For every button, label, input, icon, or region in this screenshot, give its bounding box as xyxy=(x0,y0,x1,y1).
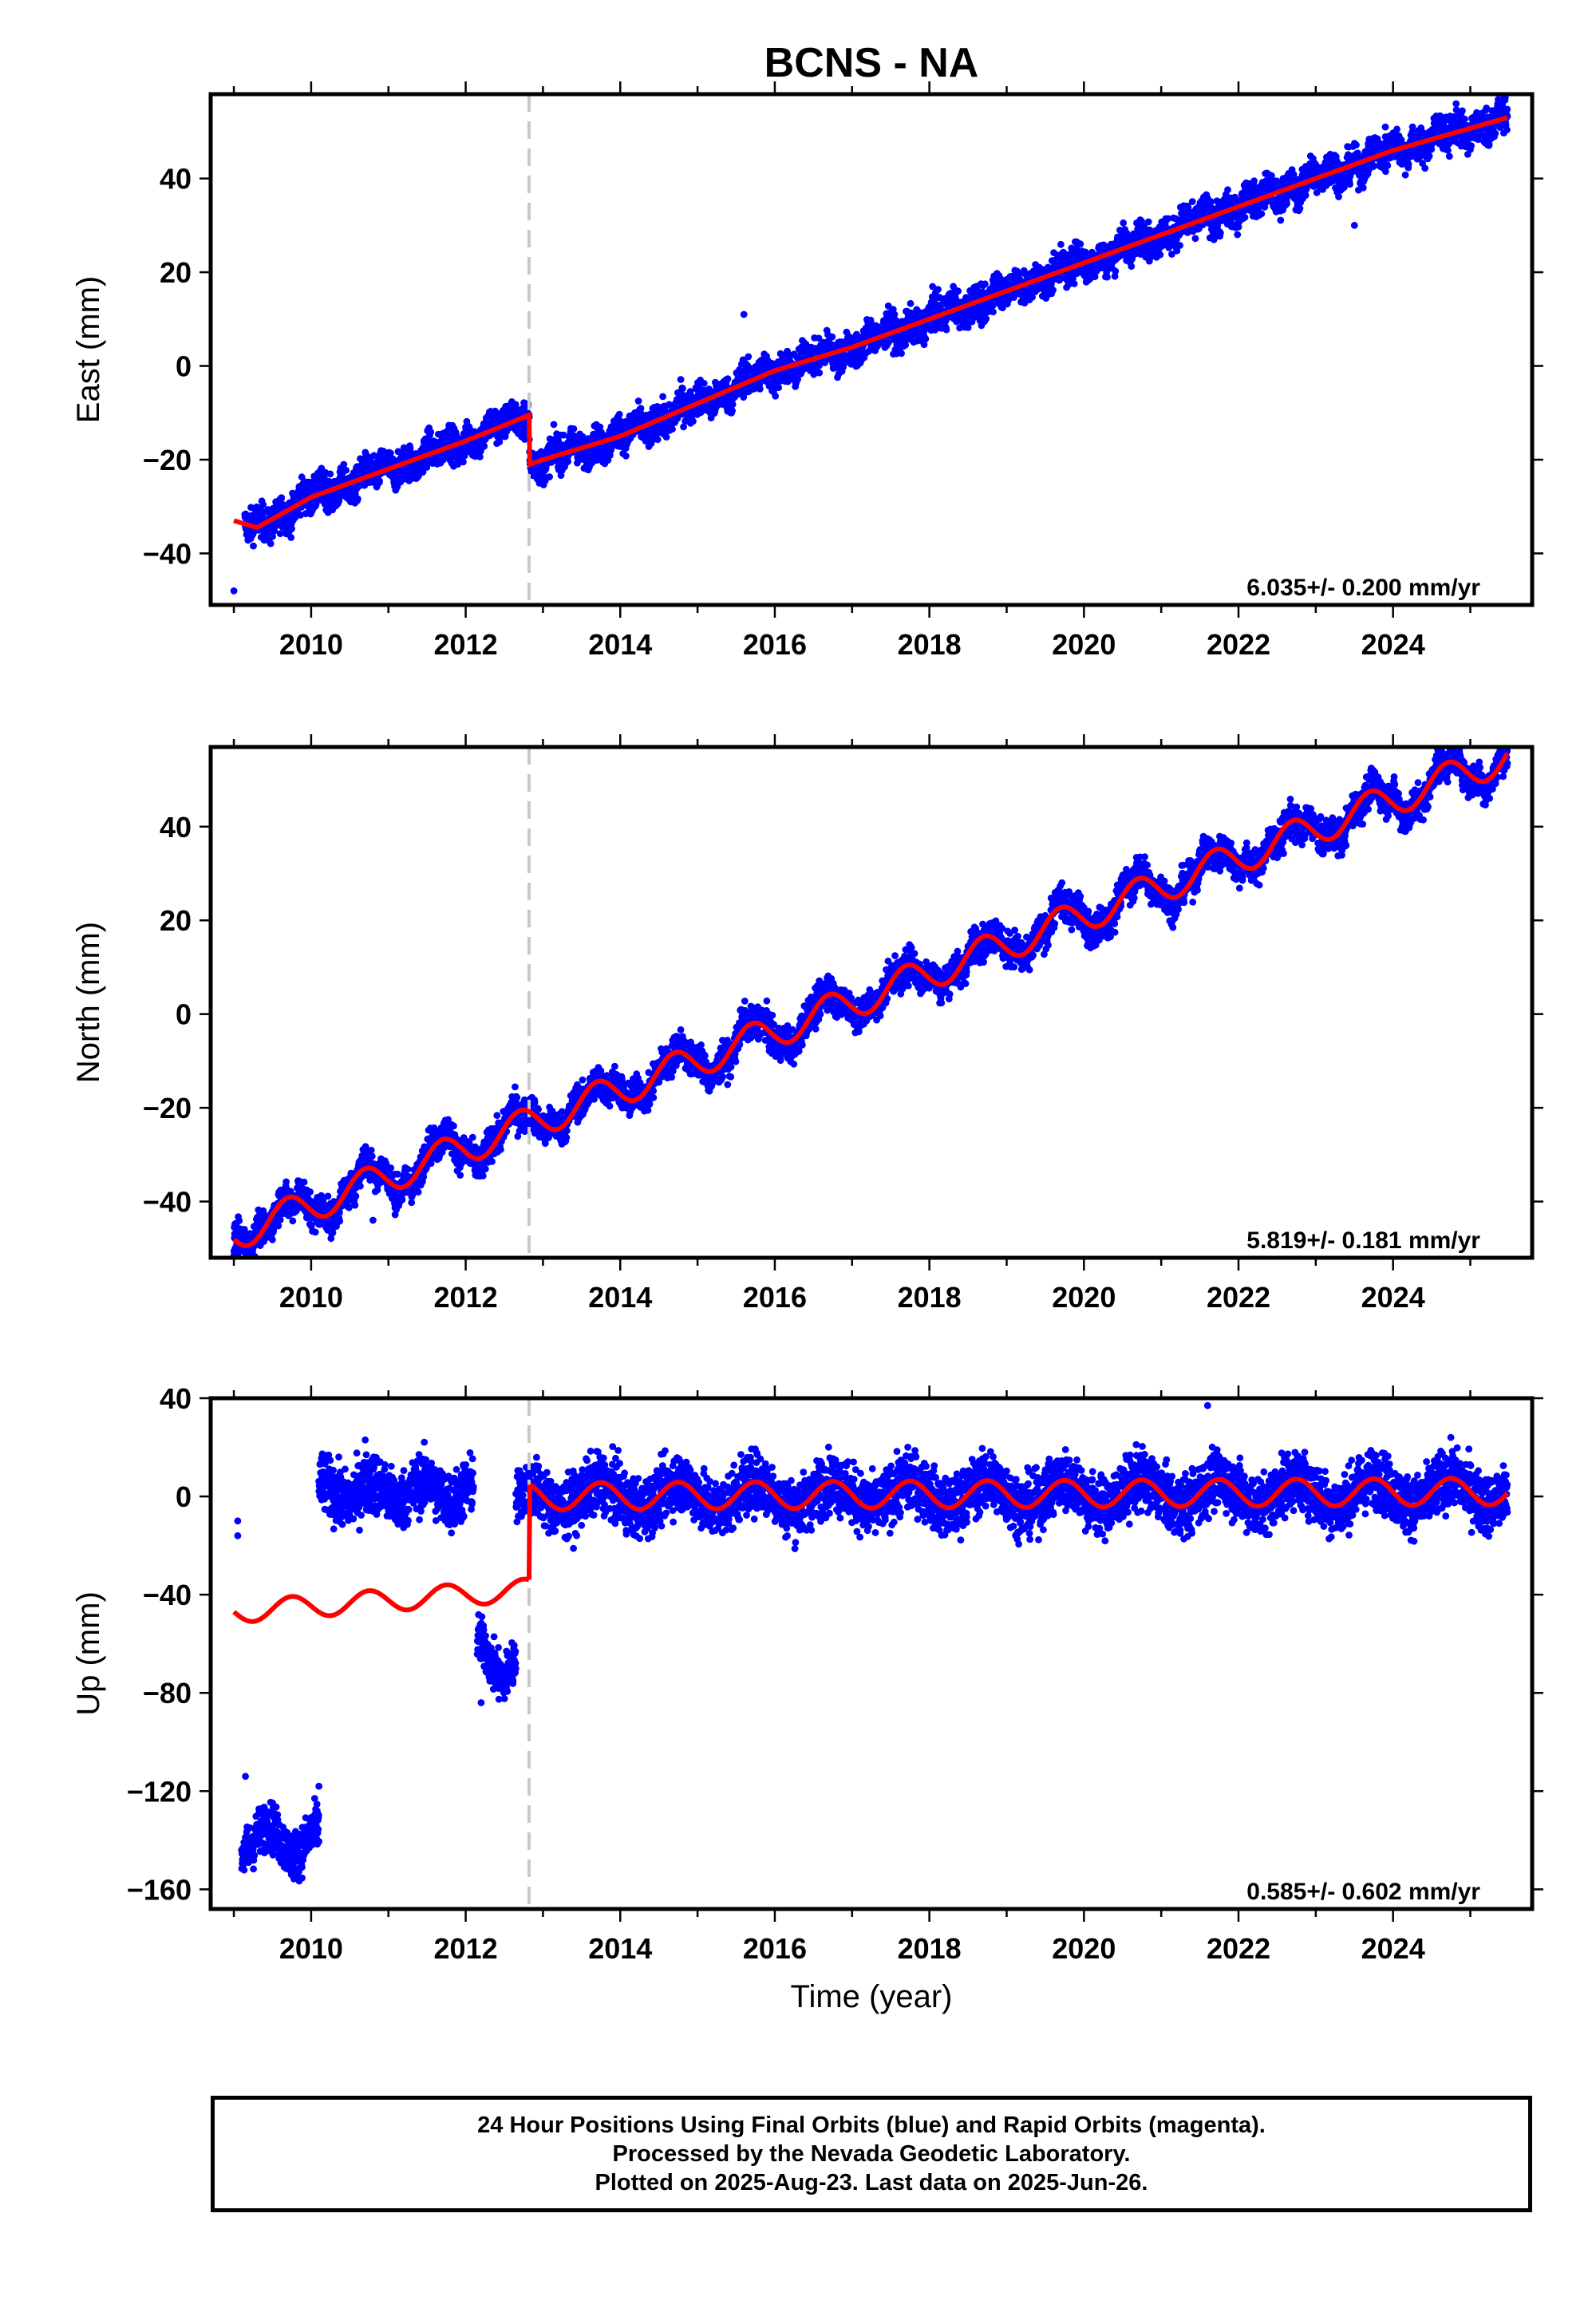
data-point xyxy=(669,425,676,433)
data-point xyxy=(1077,240,1084,248)
data-point xyxy=(1191,235,1199,243)
data-point xyxy=(677,376,685,383)
data-point xyxy=(1120,219,1128,227)
data-point xyxy=(982,280,989,288)
data-point xyxy=(1188,198,1196,205)
data-point xyxy=(1156,251,1164,259)
data-point xyxy=(476,453,484,460)
data-point xyxy=(662,433,670,441)
data-point xyxy=(269,532,276,540)
data-point xyxy=(354,495,361,503)
data-point xyxy=(700,380,708,387)
data-point xyxy=(564,457,572,465)
data-point xyxy=(312,500,320,508)
data-point xyxy=(954,287,962,295)
data-point xyxy=(1277,216,1285,224)
panels: 2010 2012 2014 2016 2018 2020 2022 2024−40−2002… xyxy=(71,81,1543,1965)
data-point xyxy=(891,310,899,318)
data-point xyxy=(1128,263,1136,271)
data-point xyxy=(982,315,990,322)
data-point xyxy=(615,410,623,418)
data-point xyxy=(546,473,553,480)
data-point xyxy=(724,375,732,383)
data-point xyxy=(570,425,578,433)
data-point xyxy=(745,353,753,361)
data-point xyxy=(559,431,567,439)
data-point xyxy=(1283,200,1290,207)
data-point xyxy=(622,452,630,460)
data-point xyxy=(1049,287,1057,294)
data-point xyxy=(659,393,666,401)
data-point xyxy=(990,308,997,316)
data-point xyxy=(1234,231,1242,239)
data-point xyxy=(326,470,334,478)
data-point xyxy=(1258,210,1266,218)
data-point xyxy=(259,501,267,508)
data-point xyxy=(689,417,697,425)
data-point xyxy=(288,525,295,532)
data-point xyxy=(1176,242,1183,249)
panel-east: 2010 2012 2014 2016 2018 2020 2022 2024−40−2002… xyxy=(71,81,1543,661)
data-point xyxy=(898,350,905,358)
data-point xyxy=(278,494,286,501)
data-point xyxy=(419,468,427,476)
data-point xyxy=(1104,273,1111,281)
data-point xyxy=(376,477,383,485)
data-point xyxy=(550,421,558,429)
data-point xyxy=(775,384,783,392)
data-point xyxy=(1224,186,1231,194)
data-point xyxy=(729,407,736,415)
data-point xyxy=(480,442,488,450)
data-point xyxy=(276,530,284,538)
data-point xyxy=(907,299,915,307)
data-point xyxy=(1217,229,1224,237)
data-point xyxy=(828,333,836,341)
daily-positions xyxy=(230,94,1511,595)
data-point xyxy=(816,369,824,377)
data-point xyxy=(1250,177,1258,185)
data-point xyxy=(679,385,686,393)
data-point xyxy=(427,429,435,436)
data-point xyxy=(634,397,642,405)
data-point xyxy=(942,326,950,334)
data-point xyxy=(460,458,467,466)
data-point xyxy=(1070,280,1078,287)
data-point xyxy=(1112,267,1120,275)
data-point xyxy=(250,542,257,550)
data-point xyxy=(1241,214,1249,221)
data-point xyxy=(1207,198,1215,206)
data-point xyxy=(922,335,930,342)
data-point xyxy=(772,392,780,400)
data-point xyxy=(340,460,348,468)
data-point xyxy=(654,436,662,444)
data-point xyxy=(342,466,350,474)
data-point xyxy=(1144,218,1152,226)
data-point xyxy=(1057,240,1065,248)
data-point xyxy=(964,324,972,331)
data-point xyxy=(267,539,275,547)
data-point xyxy=(934,286,942,293)
data-point xyxy=(757,385,764,393)
data-point xyxy=(547,459,555,466)
data-point xyxy=(287,534,295,541)
chart-title: BCNS - NA xyxy=(764,40,979,86)
